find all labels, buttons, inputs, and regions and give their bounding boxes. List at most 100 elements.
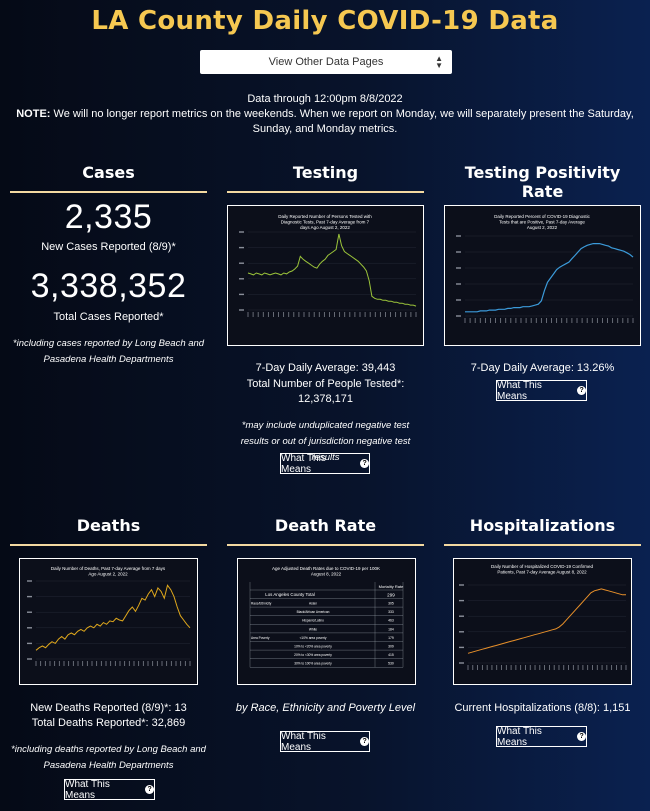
death-rate-table-svg: Age Adjusted Death Rates due to COVID-19… (238, 559, 415, 684)
x-tick-label (185, 661, 186, 666)
data-pages-select[interactable]: View Other Data Pages ▲ ▼ (200, 50, 452, 74)
table-row-value: 530 (388, 662, 394, 666)
death-rate-table-title: Age Adjusted Death Rates due to COVID-19… (272, 566, 380, 577)
table-row-value: 463 (388, 619, 394, 623)
y-tick-label (459, 662, 464, 663)
new-deaths: New Deaths Reported (8/9)*: 13 (10, 701, 207, 716)
death-rate-table: Mortality RateLos Angeles County Total 29… (250, 582, 404, 667)
x-tick-label (592, 665, 593, 670)
death-rate-heading: Death Rate (227, 516, 424, 546)
x-tick-label (535, 665, 536, 670)
total-deaths: Total Deaths Reported*: 32,869 (10, 716, 207, 731)
x-tick-label (64, 661, 65, 666)
positivity-chart[interactable]: Daily Reported Percent of COVID-19 Diagn… (444, 205, 641, 346)
x-tick-label (616, 665, 617, 670)
x-tick-label (633, 318, 634, 323)
x-tick-label (525, 665, 526, 670)
testing-chart-axis (239, 231, 416, 310)
positivity-what-this-means-button[interactable]: What This Means? (496, 380, 587, 401)
x-tick-label (110, 661, 111, 666)
x-tick-label (520, 665, 521, 670)
current-hospitalizations: Current Hospitalizations (8/8): 1,151 (444, 701, 641, 716)
hospitalizations-chart-axis (459, 584, 626, 663)
x-tick-label (606, 665, 607, 670)
testing-what-this-means-button[interactable]: What This Means? (280, 453, 370, 474)
x-tick-label (539, 665, 540, 670)
x-tick-label (587, 665, 588, 670)
x-tick-label (288, 312, 289, 317)
new-cases-label: New Cases Reported (8/9)* (10, 240, 207, 255)
positivity-series-line (465, 244, 633, 312)
x-tick-label (582, 318, 583, 323)
deaths-chart-svg: Daily Number of Deaths, Past 7-day Avera… (20, 559, 197, 684)
x-tick-label (54, 661, 55, 666)
table-row-value: 415 (388, 653, 394, 657)
x-tick-label (400, 312, 401, 317)
x-tick-label (166, 661, 167, 666)
table-row-value: 305 (388, 602, 394, 606)
table-row-label: Hispanic/Latino (302, 619, 324, 623)
testing-series-line (248, 234, 416, 306)
x-tick-label (607, 318, 608, 323)
x-tick-label (395, 312, 396, 317)
table-row-group: Race/Ethnicity (251, 602, 272, 606)
positivity-chart-axis (456, 235, 633, 316)
x-tick-label (375, 312, 376, 317)
testing-chart-svg: Daily Reported Number of Persons Tested … (228, 206, 423, 345)
y-tick-label (239, 263, 244, 264)
x-tick-label (531, 318, 532, 323)
x-tick-label (299, 312, 300, 317)
x-tick-label (390, 312, 391, 317)
x-tick-label (124, 661, 125, 666)
deaths-chart[interactable]: Daily Number of Deaths, Past 7-day Avera… (19, 558, 198, 685)
positivity-button-label: What This Means (497, 380, 573, 402)
x-tick-label (190, 661, 191, 666)
x-tick-label (50, 661, 51, 666)
y-tick-label (456, 283, 461, 284)
positivity-chart-svg: Daily Reported Percent of COVID-19 Diagn… (445, 206, 640, 345)
x-tick-label (492, 665, 493, 670)
deaths-series-line (36, 585, 190, 650)
hospitalizations-chart-ticks (468, 665, 627, 670)
testing-chart[interactable]: Daily Reported Number of Persons Tested … (227, 205, 424, 346)
x-tick-label (541, 318, 542, 323)
table-row-value: 333 (388, 610, 394, 614)
deaths-button-label: What This Means (65, 779, 141, 801)
cases-footnote: *including cases reported by Long Beach … (10, 336, 207, 368)
x-tick-label (365, 312, 366, 317)
x-tick-label (480, 318, 481, 323)
x-tick-label (622, 318, 623, 323)
y-tick-label (239, 294, 244, 295)
x-tick-label (612, 318, 613, 323)
death-rate-caption: by Race, Ethnicity and Poverty Level (227, 701, 424, 716)
testing-chart-title: Daily Reported Number of Persons Tested … (278, 214, 372, 230)
x-tick-label (465, 318, 466, 323)
x-tick-label (304, 312, 305, 317)
x-tick-label (120, 661, 121, 666)
x-tick-label (573, 665, 574, 670)
x-tick-label (344, 312, 345, 317)
table-row-value: 179 (388, 636, 394, 640)
hospitalizations-what-this-means-button[interactable]: What This Means? (496, 726, 587, 747)
x-tick-label (253, 312, 254, 317)
table-row-group: Area Poverty (251, 636, 270, 640)
x-tick-label (355, 312, 356, 317)
x-tick-label (470, 318, 471, 323)
x-tick-label (82, 661, 83, 666)
x-tick-label (87, 661, 88, 666)
y-tick-label (459, 584, 464, 585)
death-rate-what-this-means-button[interactable]: What This Means? (280, 731, 370, 752)
x-tick-label (597, 665, 598, 670)
y-tick-label (27, 627, 32, 628)
cases-heading: Cases (10, 163, 207, 193)
question-icon: ? (360, 459, 369, 468)
x-tick-label (536, 318, 537, 323)
x-tick-label (577, 318, 578, 323)
x-tick-label (36, 661, 37, 666)
y-tick-label (239, 309, 244, 310)
death-rate-table-image[interactable]: Age Adjusted Death Rates due to COVID-19… (237, 558, 416, 685)
hospitalizations-chart[interactable]: Daily Number of Hospitalized COVID-19 Co… (453, 558, 632, 685)
deaths-what-this-means-button[interactable]: What This Means? (64, 779, 155, 800)
x-tick-label (617, 318, 618, 323)
deaths-heading: Deaths (10, 516, 207, 546)
